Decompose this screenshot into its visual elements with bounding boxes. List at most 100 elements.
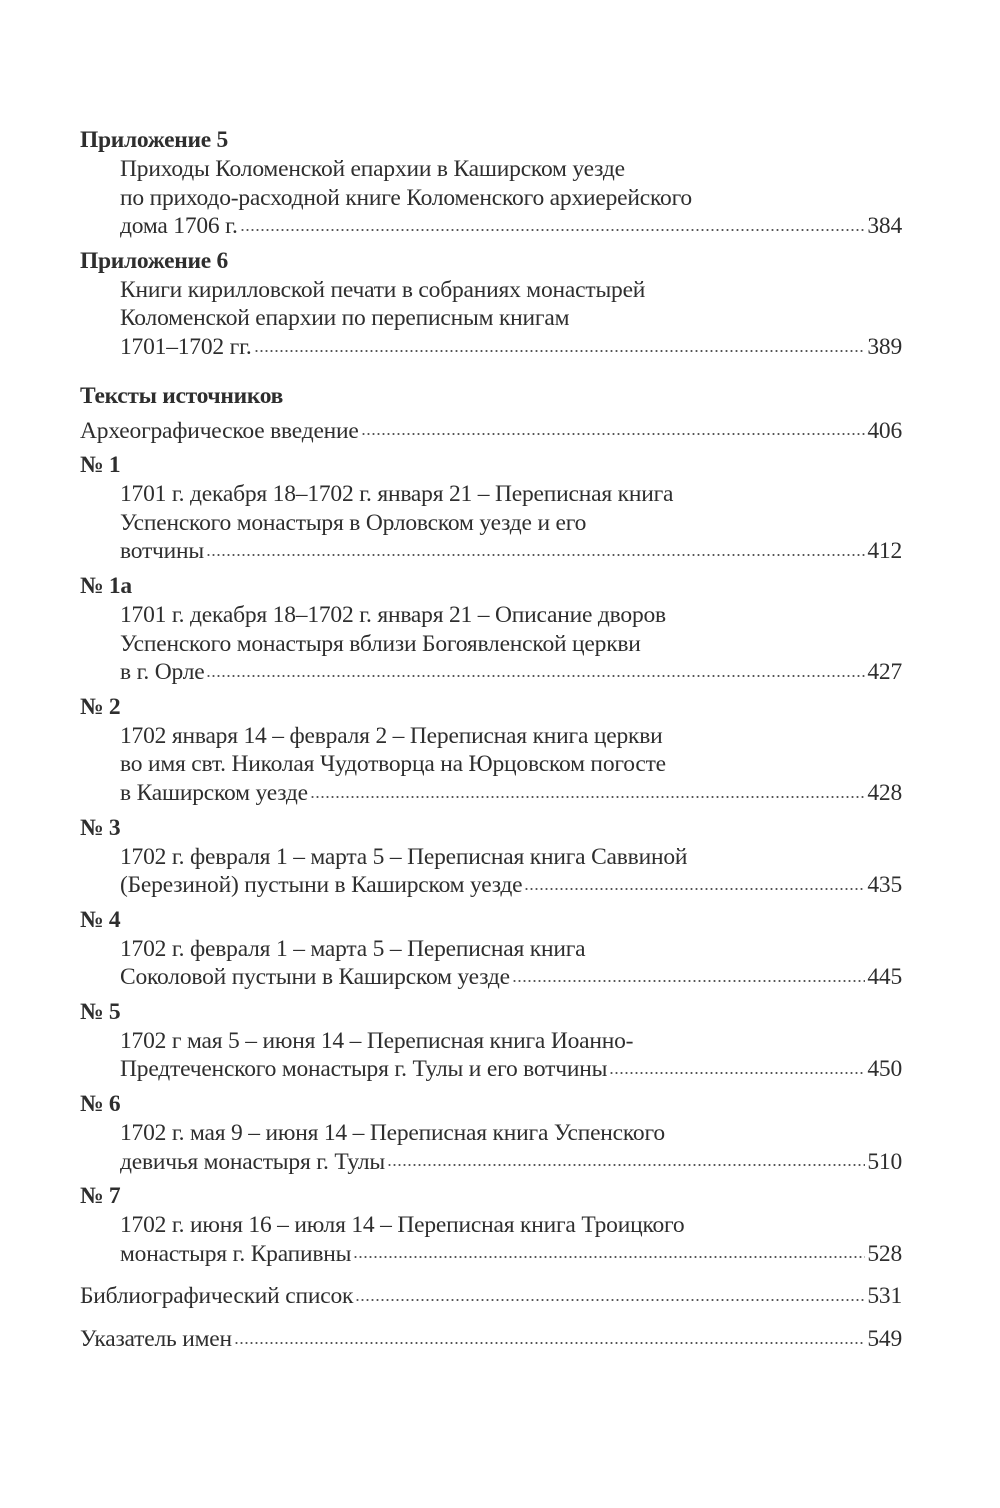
entry-text: (Березиной) пустыни в Каширском уезде [120, 872, 523, 899]
dot-leader [253, 347, 866, 354]
entry-text: вотчины [120, 538, 205, 565]
entry-text: Успенского монастыря в Орловском уезде и… [120, 509, 587, 536]
dot-leader [206, 551, 866, 558]
toc-entry: № 3 1702 г. февраля 1 – марта 5 – Перепис… [80, 814, 902, 900]
entry-text: 1702 г. мая 9 – июня 14 – Переписная кни… [120, 1120, 665, 1147]
entry-line: 1702 января 14 – февраля 2 – Переписная … [80, 722, 902, 751]
entry-text: дома 1706 г. [120, 213, 238, 240]
entry-text: 1702 г. июня 16 – июля 14 – Переписная к… [120, 1212, 685, 1239]
toc-entry: Приложение 5 Приходы Коломенской епархии … [80, 126, 902, 241]
entry-line: 1702 г. февраля 1 – марта 5 – Переписная… [80, 843, 902, 872]
entry-line: Соколовой пустыни в Каширском уезде 445 [80, 963, 902, 992]
entry-line: вотчины 412 [80, 537, 902, 566]
toc-entry: № 7 1702 г. июня 16 – июля 14 – Переписна… [80, 1182, 902, 1268]
page-number: 428 [867, 779, 902, 806]
entry-line: по приходо-расходной книге Коломенского … [80, 184, 902, 213]
entry-line: 1701 г. декабря 18–1702 г. января 21 – П… [80, 480, 902, 509]
entry-line: дома 1706 г. 384 [80, 212, 902, 241]
entry-text: 1702 г. февраля 1 – марта 5 – Переписная… [120, 843, 688, 870]
page-number: 435 [867, 872, 902, 899]
entry-line: Книги кирилловской печати в собраниях мо… [80, 276, 902, 305]
entry-text: 1701 г. декабря 18–1702 г. января 21 – О… [120, 601, 666, 628]
page-number: 406 [867, 417, 902, 444]
entry-text: по приходо-расходной книге Коломенского … [120, 184, 692, 211]
entry-heading: № 1 [80, 452, 121, 479]
entry-text: Предтеченского монастыря г. Тулы и его в… [120, 1056, 608, 1083]
entry-line: 1701 г. декабря 18–1702 г. января 21 – О… [80, 601, 902, 630]
entry-line: Указатель имен 549 [80, 1325, 902, 1354]
page-number: 510 [867, 1148, 902, 1175]
entry-line: Успенского монастыря вблизи Богоявленско… [80, 630, 902, 659]
entry-text: в Каширском уезде [120, 779, 308, 806]
dot-leader [511, 977, 866, 984]
entry-text: девичья монастыря г. Тулы [120, 1148, 385, 1175]
section-heading: Тексты источников [80, 382, 284, 409]
entry-line: Коломенской епархии по переписным книгам [80, 304, 902, 333]
entry-heading: № 1а [80, 572, 132, 599]
entry-line: Библиографический список 531 [80, 1282, 902, 1311]
entry-text: Археографическое введение [80, 417, 359, 444]
dot-leader [239, 226, 866, 233]
table-of-contents: Приложение 5 Приходы Коломенской епархии … [80, 126, 902, 1354]
toc-entry: Тексты источников [80, 382, 902, 411]
entry-text: 1702 г мая 5 – июня 14 – Переписная книг… [120, 1027, 634, 1054]
dot-leader [609, 1070, 866, 1077]
dot-leader [355, 1297, 866, 1304]
page-number: 450 [867, 1056, 902, 1083]
entry-heading: № 5 [80, 998, 121, 1025]
entry-heading: № 3 [80, 814, 121, 841]
dot-leader [524, 885, 866, 892]
entry-text: во имя свт. Николая Чудотворца на Юрцовс… [120, 751, 666, 778]
entry-line: Успенского монастыря в Орловском уезде и… [80, 509, 902, 538]
entry-line: в Каширском уезде 428 [80, 779, 902, 808]
entry-heading: Приложение 5 [80, 127, 228, 153]
toc-entry: № 4 1702 г. февраля 1 – марта 5 – Перепис… [80, 906, 902, 992]
entry-line: 1702 г. февраля 1 – марта 5 – Переписная… [80, 935, 902, 964]
toc-entry: № 2 1702 января 14 – февраля 2 – Переписн… [80, 693, 902, 808]
toc-entry: Указатель имен 549 [80, 1325, 902, 1354]
dot-leader [360, 431, 866, 438]
entry-heading: Приложение 6 [80, 247, 228, 274]
entry-line: 1701–1702 гг. 389 [80, 333, 902, 362]
entry-line: Археографическое введение 406 [80, 417, 902, 446]
entry-line: в г. Орле 427 [80, 658, 902, 687]
toc-entry: Приложение 6 Книги кирилловской печати в … [80, 247, 902, 362]
page-number: 445 [867, 964, 902, 991]
toc-entry: № 6 1702 г. мая 9 – июня 14 – Переписная … [80, 1090, 902, 1176]
page-number: 412 [867, 538, 902, 565]
entry-text: Библиографический список [80, 1283, 354, 1310]
page-number: 531 [867, 1283, 902, 1310]
page-number: 549 [867, 1326, 902, 1353]
entry-text: Соколовой пустыни в Каширском уезде [120, 964, 510, 991]
entry-heading: № 6 [80, 1091, 121, 1118]
toc-entry: № 1 1701 г. декабря 18–1702 г. января 21 … [80, 451, 902, 566]
entry-heading: № 7 [80, 1183, 121, 1210]
entry-heading: № 2 [80, 693, 121, 720]
entry-text: 1701–1702 гг. [120, 333, 252, 360]
entry-line: 1702 г. мая 9 – июня 14 – Переписная кни… [80, 1119, 902, 1148]
entry-line: 1702 г мая 5 – июня 14 – Переписная книг… [80, 1027, 902, 1056]
dot-leader [309, 793, 866, 800]
entry-text: Коломенской епархии по переписным книгам [120, 305, 570, 332]
toc-entry: Археографическое введение 406 [80, 417, 902, 446]
entry-line: Предтеченского монастыря г. Тулы и его в… [80, 1055, 902, 1084]
page-number: 384 [867, 213, 902, 240]
dot-leader [353, 1254, 866, 1261]
entry-text: монастыря г. Крапивны [120, 1240, 352, 1267]
entry-heading: № 4 [80, 906, 121, 933]
entry-text: Книги кирилловской печати в собраниях мо… [120, 276, 646, 303]
entry-text: 1702 января 14 – февраля 2 – Переписная … [120, 722, 663, 749]
entry-text: в г. Орле [120, 659, 205, 686]
toc-entry: Библиографический список 531 [80, 1282, 902, 1311]
entry-line: девичья монастыря г. Тулы 510 [80, 1148, 902, 1177]
entry-line: монастыря г. Крапивны 528 [80, 1240, 902, 1269]
entry-line: 1702 г. июня 16 – июля 14 – Переписная к… [80, 1211, 902, 1240]
dot-leader [206, 672, 866, 679]
entry-text: Указатель имен [80, 1326, 232, 1353]
page-number: 427 [867, 659, 902, 686]
entry-text: 1701 г. декабря 18–1702 г. января 21 – П… [120, 481, 674, 508]
entry-text: Успенского монастыря вблизи Богоявленско… [120, 630, 641, 657]
entry-line: Приходы Коломенской епархии в Каширском … [80, 155, 902, 184]
toc-entry: № 5 1702 г мая 5 – июня 14 – Переписная к… [80, 998, 902, 1084]
dot-leader [387, 1162, 866, 1169]
